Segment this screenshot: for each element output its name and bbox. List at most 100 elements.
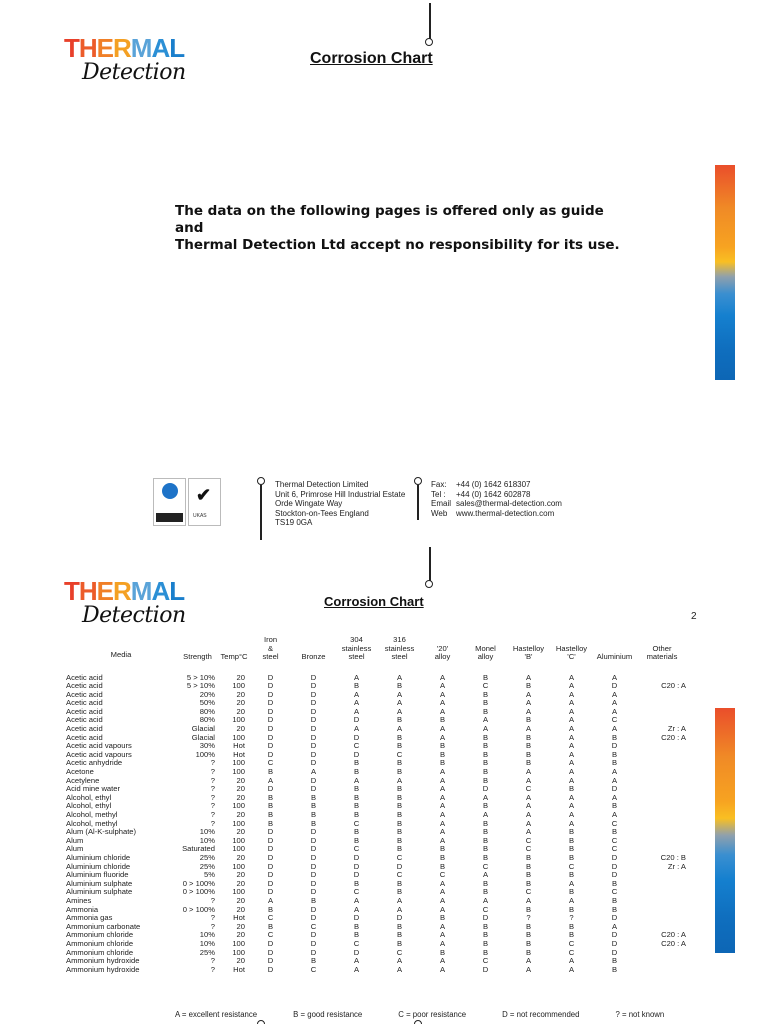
media-cell: Aluminium chloride xyxy=(66,861,131,871)
disclaimer-line: Thermal Detection Ltd accept no responsi… xyxy=(175,237,620,253)
table-cell: B xyxy=(396,844,403,854)
column-header: Media xyxy=(110,650,132,659)
other-materials-cell xyxy=(636,837,688,846)
table-cell: C xyxy=(611,835,618,845)
other-materials-cell xyxy=(636,966,688,975)
table-cell: D xyxy=(353,870,360,880)
table-cell: B xyxy=(525,930,532,940)
table-row: Acetic acid 80% 100 D D D B B A B A C xyxy=(66,716,688,725)
table-row: Amines? 20 A B A A A A A A B xyxy=(66,895,688,906)
column-header: Hastelloy 'C' xyxy=(555,643,588,661)
table-cell: B xyxy=(525,861,532,871)
table-cell: A xyxy=(525,672,532,682)
table-cell: B xyxy=(267,767,274,777)
table-cell: D xyxy=(267,947,274,957)
media-cell: Acetic acid xyxy=(66,724,103,734)
table-cell: C xyxy=(568,947,575,957)
table-cell: A xyxy=(396,895,403,905)
table-cell: 20 xyxy=(236,784,245,794)
table-cell: D xyxy=(353,947,360,957)
other-materials-cell xyxy=(636,708,688,717)
table-cell: B xyxy=(611,964,618,974)
table-cell: B xyxy=(267,818,274,828)
other-materials-cell xyxy=(636,777,688,786)
table-cell: B xyxy=(482,758,489,768)
table-cell: A xyxy=(525,956,532,966)
table-cell: D xyxy=(267,724,274,734)
table-cell: 80% xyxy=(199,715,215,725)
table-cell: A xyxy=(611,767,618,777)
address-line: Unit 6, Primrose Hill Industrial Estate xyxy=(275,489,406,499)
table-cell: ? xyxy=(210,895,215,905)
other-materials-cell xyxy=(636,957,688,966)
table-cell: B xyxy=(525,758,532,768)
website-link[interactable]: www.thermal-detection.com xyxy=(456,508,555,518)
table-cell: B xyxy=(310,810,317,819)
table-cell: ? xyxy=(210,784,215,794)
table-row: Aluminium chloride 25% 100 D D D D B C B C D Zr : A xyxy=(66,861,688,872)
table-cell: B xyxy=(439,861,446,871)
table-cell: A xyxy=(439,895,446,905)
pin-line xyxy=(260,485,262,540)
table-cell: A xyxy=(611,706,618,716)
media-cell: Acetic acid xyxy=(66,715,103,725)
table-row: Acetic anhydride? 100 C D B B B B B A B xyxy=(66,759,688,768)
table-cell: A xyxy=(611,921,618,931)
table-cell: A xyxy=(396,775,403,785)
table-cell: A xyxy=(611,792,618,802)
table-cell: ? xyxy=(210,775,215,785)
table-cell: B xyxy=(396,938,403,948)
table-cell: 100 xyxy=(232,938,245,948)
table-cell: C xyxy=(396,947,403,957)
table-cell: A xyxy=(267,775,274,785)
media-cell: Aluminium sulphate xyxy=(66,887,133,897)
table-cell: D xyxy=(611,741,618,751)
table-cell: C xyxy=(353,938,360,948)
table-cell: C xyxy=(353,887,360,897)
table-cell: A xyxy=(353,895,360,905)
table-cell: B xyxy=(439,852,446,862)
table-cell: 20 xyxy=(236,827,245,837)
table-cell: B xyxy=(353,792,360,802)
table-cell: A xyxy=(568,732,575,742)
table-cell: B xyxy=(439,715,446,725)
table-cell: D xyxy=(310,698,317,708)
table-body: Acetic acid 5 > 10% 20 D D A A A B A A A Acetic acid… xyxy=(66,672,688,975)
logo-letter: T xyxy=(64,33,80,63)
quality-management-bar xyxy=(156,513,183,522)
table-row: Ammonium hydroxide? 20 D B A A A C A A B xyxy=(66,956,688,966)
table-cell: B xyxy=(525,741,532,751)
table-cell: D xyxy=(353,913,360,923)
table-cell: D xyxy=(353,861,360,871)
column-header: Temp°C xyxy=(220,652,248,661)
table-cell: ? xyxy=(210,758,215,768)
table-cell: 100 xyxy=(232,758,245,768)
table-cell: B xyxy=(568,852,575,862)
media-cell: Acetylene xyxy=(66,775,100,785)
media-cell: Alcohol, methyl xyxy=(66,818,118,828)
email-link[interactable]: sales@thermal-detection.com xyxy=(456,499,562,508)
media-cell: Aluminium fluoride xyxy=(66,870,129,880)
legend-item: D = not recommended xyxy=(502,1010,580,1019)
media-cell: Ammonium carbonate xyxy=(66,921,141,931)
table-cell: D xyxy=(611,930,618,940)
table-cell: 5 > 10% xyxy=(186,672,215,682)
media-cell: Acetic acid vapours xyxy=(66,749,132,759)
table-row: Acetic acid 80% 20 D D A A A B A A A xyxy=(66,706,688,717)
table-cell: A xyxy=(568,810,575,819)
table-cell: A xyxy=(439,921,446,931)
table-cell: A xyxy=(353,689,360,699)
table-cell: 20 xyxy=(236,698,245,708)
table-cell: D xyxy=(267,938,274,948)
table-cell: 0 > 100% xyxy=(182,904,215,914)
other-materials-cell: C20 : A xyxy=(661,732,686,742)
table-cell: A xyxy=(439,689,446,699)
table-cell: D xyxy=(310,878,317,888)
table-cell: B xyxy=(482,887,489,897)
table-cell: A xyxy=(396,672,403,682)
table-cell: B xyxy=(611,801,618,811)
table-cell: C xyxy=(267,930,274,940)
table-cell: Hot xyxy=(233,749,245,759)
